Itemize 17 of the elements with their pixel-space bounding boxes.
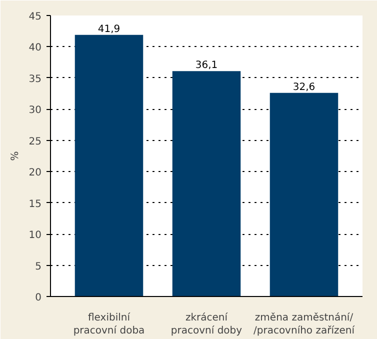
data-label: 41,9 [98,24,120,35]
y-tick-label: 25 [28,136,42,148]
y-axis-title: % [10,151,21,161]
y-tick-label: 0 [35,292,42,304]
data-label: 36,1 [195,60,218,72]
x-tick-label: zkrácení pracovní doby [170,312,242,337]
y-tick-label: 35 [28,74,42,85]
y-tick-label: 20 [28,168,42,179]
y-tick-label: 10 [28,230,42,242]
y-tick-label: 15 [28,198,42,210]
y-tick-label: 40 [28,42,42,54]
x-tick-label: flexibilní pracovní doba [73,312,145,337]
data-label: 32,6 [292,82,316,93]
y-tick-label: 30 [28,105,42,116]
y-tick-label: 45 [28,12,42,22]
y-tick-label: 5 [35,261,42,272]
x-tick-label: změna zaměstnání/ /pracovního zařízení [253,312,356,337]
